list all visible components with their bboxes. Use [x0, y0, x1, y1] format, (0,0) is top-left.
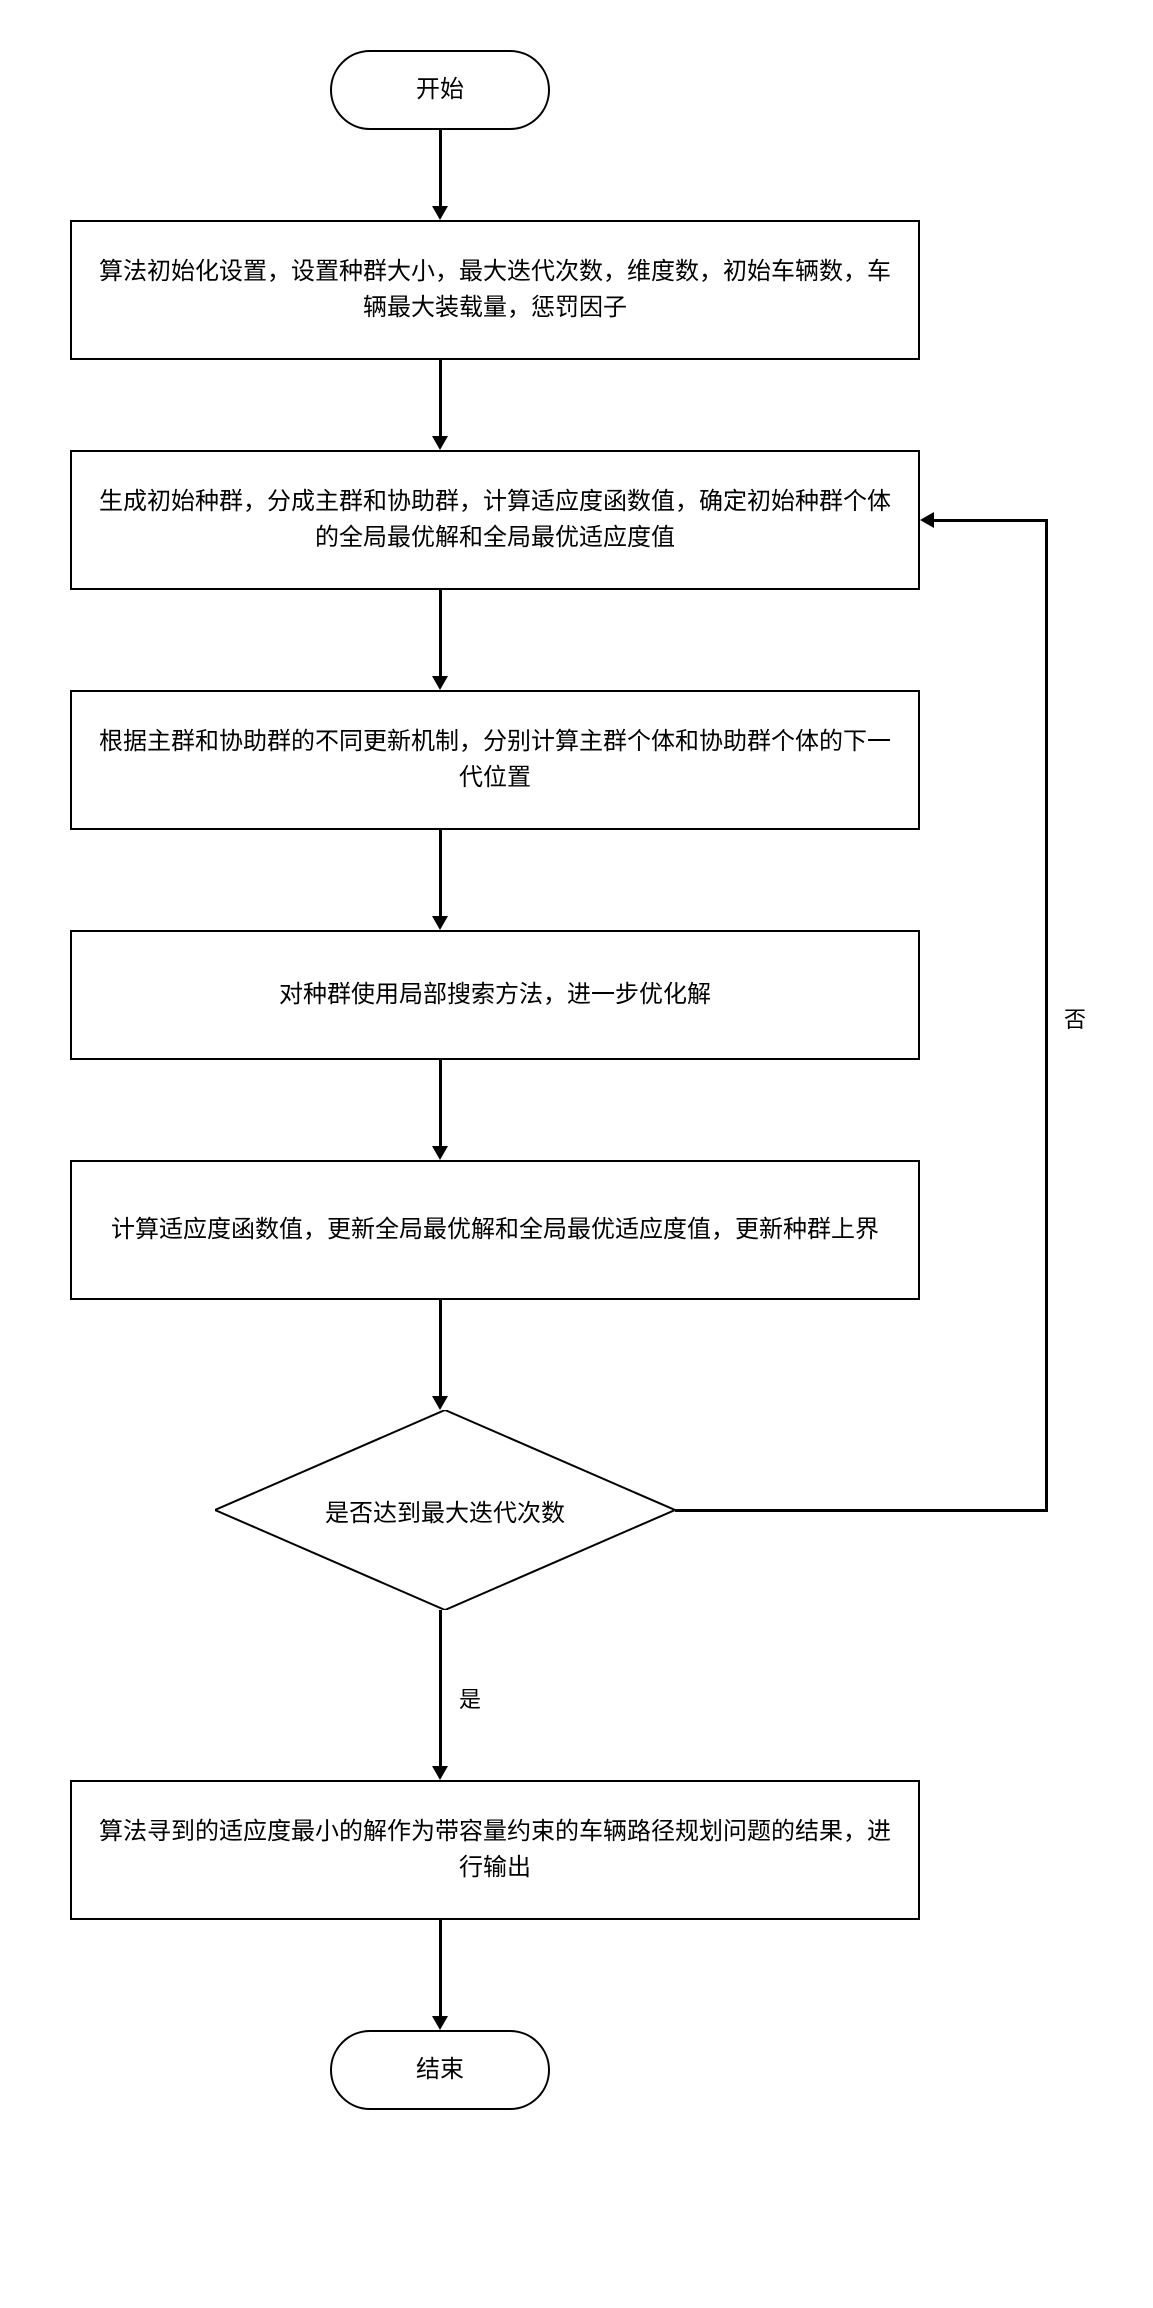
node-start: 开始 [330, 50, 550, 130]
arrow-p5-d1 [432, 1396, 448, 1410]
node-p5-label: 计算适应度函数值，更新全局最优解和全局最优适应度值，更新种群上界 [111, 1212, 879, 1248]
edge-d1-no-h1 [675, 1509, 1045, 1512]
edge-p2-p3 [439, 590, 442, 676]
node-p2: 生成初始种群，分成主群和协助群，计算适应度函数值，确定初始种群个体的全局最优解和… [70, 450, 920, 590]
arrow-p1-p2 [432, 436, 448, 450]
node-end: 结束 [330, 2030, 550, 2110]
edge-p1-p2 [439, 360, 442, 436]
yes-label-text: 是 [459, 1687, 481, 1712]
node-end-label: 结束 [416, 2052, 464, 2088]
node-start-label: 开始 [416, 72, 464, 108]
node-p3: 根据主群和协助群的不同更新机制，分别计算主群个体和协助群个体的下一代位置 [70, 690, 920, 830]
node-p1: 算法初始化设置，设置种群大小，最大迭代次数，维度数，初始车辆数，车辆最大装载量，… [70, 220, 920, 360]
edge-p6-end [439, 1920, 442, 2016]
edge-p4-p5 [439, 1060, 442, 1146]
edge-start-p1 [439, 130, 442, 206]
arrow-p3-p4 [432, 916, 448, 930]
arrow-p2-p3 [432, 676, 448, 690]
edge-d1-p6 [439, 1610, 442, 1766]
edge-label-yes: 是 [455, 1680, 485, 1716]
edge-label-no: 否 [1060, 1000, 1090, 1036]
arrow-p6-end [432, 2016, 448, 2030]
edge-d1-no-v [1045, 520, 1048, 1512]
node-p6: 算法寻到的适应度最小的解作为带容量约束的车辆路径规划问题的结果，进行输出 [70, 1780, 920, 1920]
node-p2-label: 生成初始种群，分成主群和协助群，计算适应度函数值，确定初始种群个体的全局最优解和… [92, 484, 898, 556]
node-p4-label: 对种群使用局部搜索方法，进一步优化解 [279, 977, 711, 1013]
arrow-d1-no [920, 512, 934, 528]
edge-d1-no-h2 [934, 519, 1048, 522]
node-p4: 对种群使用局部搜索方法，进一步优化解 [70, 930, 920, 1060]
flowchart-container: 开始 算法初始化设置，设置种群大小，最大迭代次数，维度数，初始车辆数，车辆最大装… [20, 20, 1153, 2288]
edge-p3-p4 [439, 830, 442, 916]
arrow-p4-p5 [432, 1146, 448, 1160]
node-p3-label: 根据主群和协助群的不同更新机制，分别计算主群个体和协助群个体的下一代位置 [92, 724, 898, 796]
node-p5: 计算适应度函数值，更新全局最优解和全局最优适应度值，更新种群上界 [70, 1160, 920, 1300]
node-d1-text: 是否达到最大迭代次数 [215, 1410, 675, 1610]
no-label-text: 否 [1064, 1007, 1086, 1032]
edge-p5-d1 [439, 1300, 442, 1396]
node-p6-label: 算法寻到的适应度最小的解作为带容量约束的车辆路径规划问题的结果，进行输出 [92, 1814, 898, 1886]
node-d1-label: 是否达到最大迭代次数 [325, 1493, 565, 1528]
arrow-start-p1 [432, 206, 448, 220]
node-p1-label: 算法初始化设置，设置种群大小，最大迭代次数，维度数，初始车辆数，车辆最大装载量，… [92, 254, 898, 326]
arrow-d1-p6 [432, 1766, 448, 1780]
